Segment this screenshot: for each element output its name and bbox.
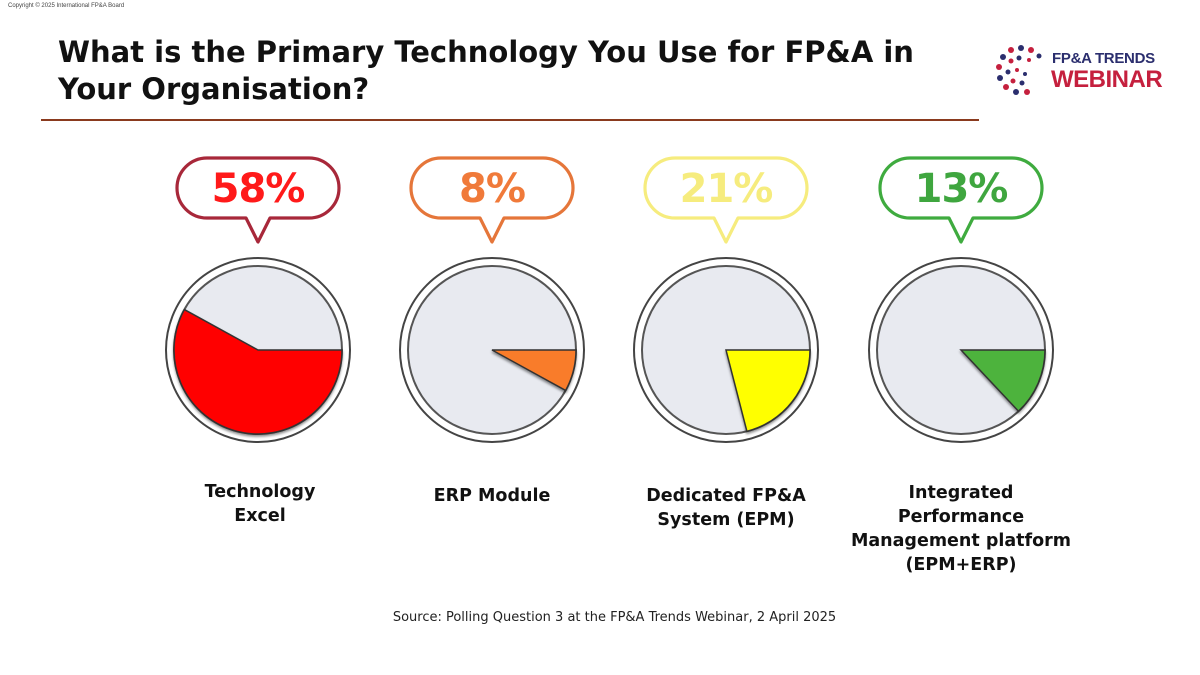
category-label-line: Performance [897,507,1025,527]
data-label: 58% [212,166,305,212]
source-note: Source: Polling Question 3 at the FP&A T… [392,610,837,625]
category-label-line: Technology [204,482,316,502]
data-label: 13% [915,166,1008,212]
category-label: Technology Excel [140,480,380,528]
logo-line-2: WEBINAR [1051,66,1163,93]
category-label: Integrated Performance Management platform… [841,481,1081,577]
category-label-line: Integrated [908,483,1014,503]
data-label: 8% [459,166,525,212]
callout-bubble [643,156,809,244]
logo-line-1: FP&A TRENDS [1052,50,1155,67]
category-label-line: ERP Module [433,486,551,506]
category-label-line: System (EPM) [657,510,795,530]
category-label: ERP Module [372,484,612,508]
webinar-logo-icon [996,45,1042,95]
category-label-line: Dedicated FP&A [646,486,806,506]
callout-bubble [878,156,1044,244]
category-label: Dedicated FP&A System (EPM) [606,484,846,532]
copyright-notice: Copyright © 2025 International FP&A Boar… [8,3,125,9]
pie-slice [959,349,1046,413]
pie-slice [173,308,343,435]
page-title: What is the Primary Technology You Use f… [58,35,914,106]
pie-slice [491,349,577,392]
category-label-line: Excel [234,506,286,526]
data-label: 21% [680,166,773,212]
callout-bubble [409,156,575,244]
title-divider [41,119,979,121]
category-label-line: (EPM+ERP) [905,555,1017,575]
callout-bubble [175,156,341,244]
pie-slice [725,349,811,433]
category-label-line: Management platform [850,531,1072,551]
